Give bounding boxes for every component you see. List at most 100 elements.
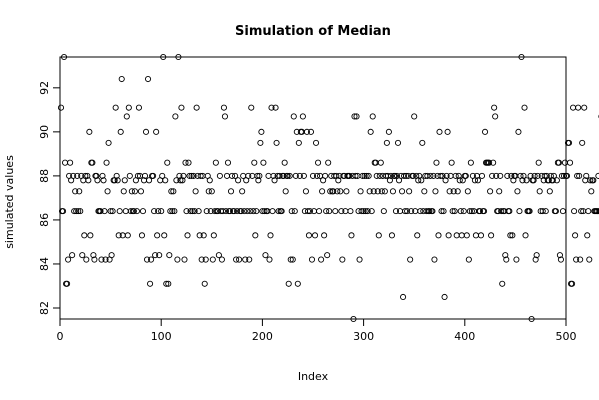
- data-point: [325, 159, 332, 166]
- y-tick-label: 86: [38, 213, 51, 227]
- data-point: [295, 139, 302, 146]
- data-point: [378, 188, 385, 195]
- data-point: [364, 208, 371, 215]
- data-point: [91, 256, 98, 263]
- data-point: [270, 172, 277, 179]
- data-point: [560, 172, 568, 179]
- data-point: [373, 172, 380, 179]
- data-point: [158, 208, 165, 215]
- data-point: [280, 172, 287, 179]
- data-point: [338, 208, 345, 215]
- data-point: [83, 256, 90, 263]
- data-point: [521, 104, 528, 111]
- data-point: [567, 159, 574, 166]
- data-point: [402, 208, 409, 215]
- data-point: [296, 172, 303, 179]
- data-point: [164, 159, 171, 166]
- data-point: [241, 208, 248, 215]
- data-point: [247, 208, 254, 215]
- data-point: [541, 172, 548, 179]
- data-point: [146, 177, 153, 184]
- data-point: [101, 208, 108, 215]
- data-point: [198, 256, 205, 263]
- data-point: [242, 256, 249, 263]
- data-point: [536, 188, 543, 195]
- data-point: [262, 252, 269, 259]
- data-point: [532, 256, 539, 263]
- data-point: [387, 172, 394, 179]
- data-point: [76, 188, 83, 195]
- data-point: [426, 208, 433, 215]
- data-point: [486, 159, 493, 166]
- data-point: [226, 208, 234, 215]
- data-point: [285, 280, 292, 287]
- data-point: [579, 139, 586, 146]
- data-point: [353, 113, 360, 120]
- data-point: [576, 172, 583, 179]
- data-point: [232, 172, 239, 179]
- data-point: [573, 256, 580, 263]
- data-point: [572, 232, 579, 239]
- data-point: [126, 172, 133, 179]
- data-point: [219, 208, 226, 215]
- data-point: [438, 208, 445, 215]
- data-point: [251, 159, 258, 166]
- y-axis: 82 84 86 88 90 92: [38, 81, 61, 315]
- data-point: [330, 188, 337, 195]
- data-point: [454, 188, 461, 195]
- data-point: [212, 159, 219, 166]
- data-point: [160, 53, 167, 61]
- data-point: [252, 232, 259, 239]
- data-point: [596, 208, 599, 215]
- data-point: [474, 177, 482, 184]
- data-point: [184, 232, 191, 239]
- data-point: [79, 252, 86, 259]
- data-point: [514, 188, 521, 195]
- data-point: [462, 172, 469, 179]
- data-point: [179, 177, 186, 184]
- data-point: [414, 232, 421, 239]
- data-point: [289, 256, 296, 263]
- y-tick-label: 82: [38, 301, 51, 315]
- data-point: [435, 232, 442, 239]
- data-point: [404, 208, 411, 215]
- data-point: [218, 256, 225, 263]
- data-point: [417, 208, 424, 215]
- data-point: [381, 188, 388, 195]
- data-point: [312, 139, 320, 146]
- data-point: [99, 172, 106, 179]
- data-point: [418, 177, 425, 184]
- data-point: [73, 208, 80, 215]
- data-point: [171, 208, 178, 215]
- data-point: [148, 256, 155, 263]
- data-point: [530, 177, 537, 184]
- data-point: [571, 208, 578, 215]
- data-point: [108, 252, 115, 259]
- data-point: [356, 256, 363, 263]
- data-point: [118, 75, 125, 83]
- data-point: [142, 128, 150, 135]
- data-point: [553, 177, 560, 184]
- data-point: [176, 172, 183, 179]
- data-point: [595, 172, 599, 179]
- data-point: [72, 188, 79, 195]
- data-point: [503, 256, 510, 263]
- data-point: [246, 256, 253, 263]
- data-point: [287, 256, 294, 263]
- data-point: [437, 172, 444, 179]
- y-tick-label: 92: [38, 81, 51, 95]
- data-point: [346, 172, 353, 179]
- data-point: [490, 159, 497, 166]
- data-point: [222, 208, 230, 215]
- data-point: [456, 177, 463, 184]
- data-point: [444, 128, 451, 135]
- data-point: [496, 188, 503, 195]
- data-point: [326, 208, 333, 215]
- data-point: [360, 208, 367, 215]
- data-point: [442, 177, 449, 184]
- data-point: [284, 172, 291, 179]
- data-point: [407, 256, 414, 263]
- data-point: [339, 256, 346, 263]
- data-point: [71, 208, 78, 215]
